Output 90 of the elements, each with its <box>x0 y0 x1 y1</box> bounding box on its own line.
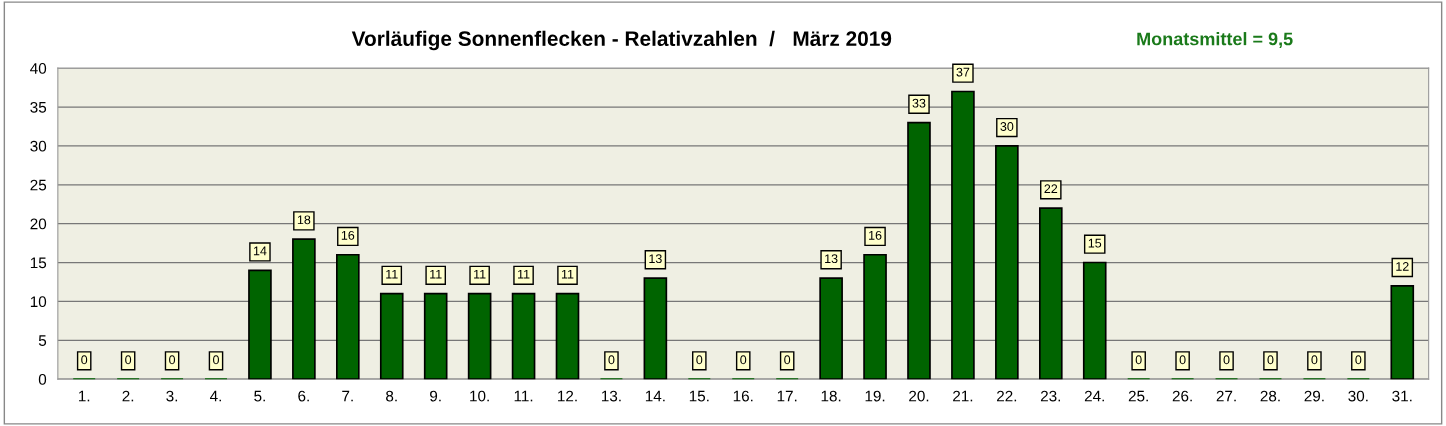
data-label: 30 <box>1000 122 1014 131</box>
data-label: 12 <box>1396 262 1409 271</box>
data-label: 18 <box>297 215 311 225</box>
data-label: 16 <box>869 230 882 240</box>
x-tick-label: 23. <box>1040 390 1061 402</box>
data-label: 0 <box>81 355 88 365</box>
x-tick-label: 14. <box>645 390 665 402</box>
chart-title: Vorläufige Sonnenflecken - Relativzahlen / März 2019 <box>351 30 892 51</box>
x-tick-label: 16. <box>733 390 753 402</box>
y-tick-label: 20 <box>30 218 47 230</box>
data-label: 14 <box>253 246 267 256</box>
x-tick-label: 18. <box>821 390 841 402</box>
data-label: 13 <box>649 254 662 264</box>
data-label: 0 <box>740 355 747 365</box>
x-tick-label: 11. <box>514 390 533 402</box>
x-tick-label: 20. <box>909 390 929 402</box>
bar <box>819 277 843 380</box>
x-tick-label: 2. <box>122 390 134 402</box>
x-tick-label: 19. <box>865 390 885 402</box>
x-tick-label: 27. <box>1216 390 1236 402</box>
data-label: 0 <box>1179 355 1186 365</box>
x-tick-label: 13. <box>601 390 621 402</box>
bar <box>1390 285 1415 380</box>
bar <box>511 292 536 380</box>
bar <box>248 269 272 380</box>
y-tick-label: 30 <box>30 140 47 152</box>
y-tick-label: 25 <box>30 179 47 191</box>
x-tick-label: 17. <box>777 390 797 402</box>
data-label: 11 <box>518 269 530 279</box>
x-tick-label: 12. <box>558 390 577 402</box>
data-label: 11 <box>430 269 442 279</box>
bar <box>643 277 668 380</box>
x-tick-label: 31. <box>1392 390 1412 402</box>
x-tick-label: 1. <box>79 390 90 402</box>
bar <box>951 90 975 380</box>
data-label: 0 <box>784 355 791 365</box>
x-tick-label: 22. <box>997 390 1017 402</box>
bar <box>467 292 492 380</box>
x-tick-label: 6. <box>298 390 309 402</box>
x-tick-label: 29. <box>1304 390 1324 402</box>
data-label: 0 <box>1267 355 1274 365</box>
x-tick-label: 7. <box>342 390 353 402</box>
y-tick-label: 40 <box>30 63 47 74</box>
data-label: 0 <box>1223 355 1230 365</box>
bar <box>292 238 316 380</box>
text: Monatsmittel = 9,5 <box>1137 32 1293 48</box>
x-tick-label: 4. <box>209 390 221 402</box>
bar <box>555 292 580 380</box>
x-tick-label: 10. <box>470 390 489 402</box>
x-tick-label: 15. <box>689 390 709 402</box>
x-tick-label: 26. <box>1172 390 1192 402</box>
data-label: 0 <box>696 355 703 365</box>
data-label: 0 <box>1135 355 1142 365</box>
data-label: 37 <box>956 67 970 77</box>
data-label: 16 <box>341 230 355 240</box>
bar <box>1038 207 1063 380</box>
data-label: 15 <box>1088 238 1102 248</box>
y-tick-label: 10 <box>30 296 47 308</box>
y-tick-label: 35 <box>30 101 47 113</box>
data-label: 33 <box>912 98 926 108</box>
bar <box>863 253 887 380</box>
x-tick-label: 28. <box>1260 390 1280 402</box>
bar <box>335 253 360 380</box>
bar <box>907 121 931 380</box>
x-tick-label: 3. <box>166 390 178 402</box>
data-label: 11 <box>474 269 486 279</box>
data-label: 13 <box>825 254 838 264</box>
x-tick-label: 30. <box>1348 390 1368 402</box>
data-label: 0 <box>125 355 132 365</box>
x-tick-label: 8. <box>386 390 397 402</box>
x-tick-label: 9. <box>430 390 441 402</box>
data-label: 0 <box>1355 355 1362 365</box>
x-tick-label: 25. <box>1128 390 1148 402</box>
y-tick-label: 5 <box>38 335 47 346</box>
x-tick-label: 21. <box>953 390 973 402</box>
y-tick-label: 15 <box>30 257 47 269</box>
bar <box>423 292 448 380</box>
bar <box>379 292 404 380</box>
bar <box>1082 261 1107 380</box>
bar <box>995 145 1019 380</box>
data-label: 22 <box>1044 184 1058 194</box>
data-label: 0 <box>213 355 219 365</box>
data-label: 0 <box>1311 355 1318 365</box>
x-tick-label: 24. <box>1084 390 1104 402</box>
y-tick-label: 0 <box>38 374 47 385</box>
data-label: 11 <box>386 269 398 279</box>
x-tick-label: 5. <box>254 390 265 402</box>
data-label: 0 <box>608 355 615 365</box>
data-label: 11 <box>561 269 574 279</box>
data-label: 0 <box>169 355 176 365</box>
